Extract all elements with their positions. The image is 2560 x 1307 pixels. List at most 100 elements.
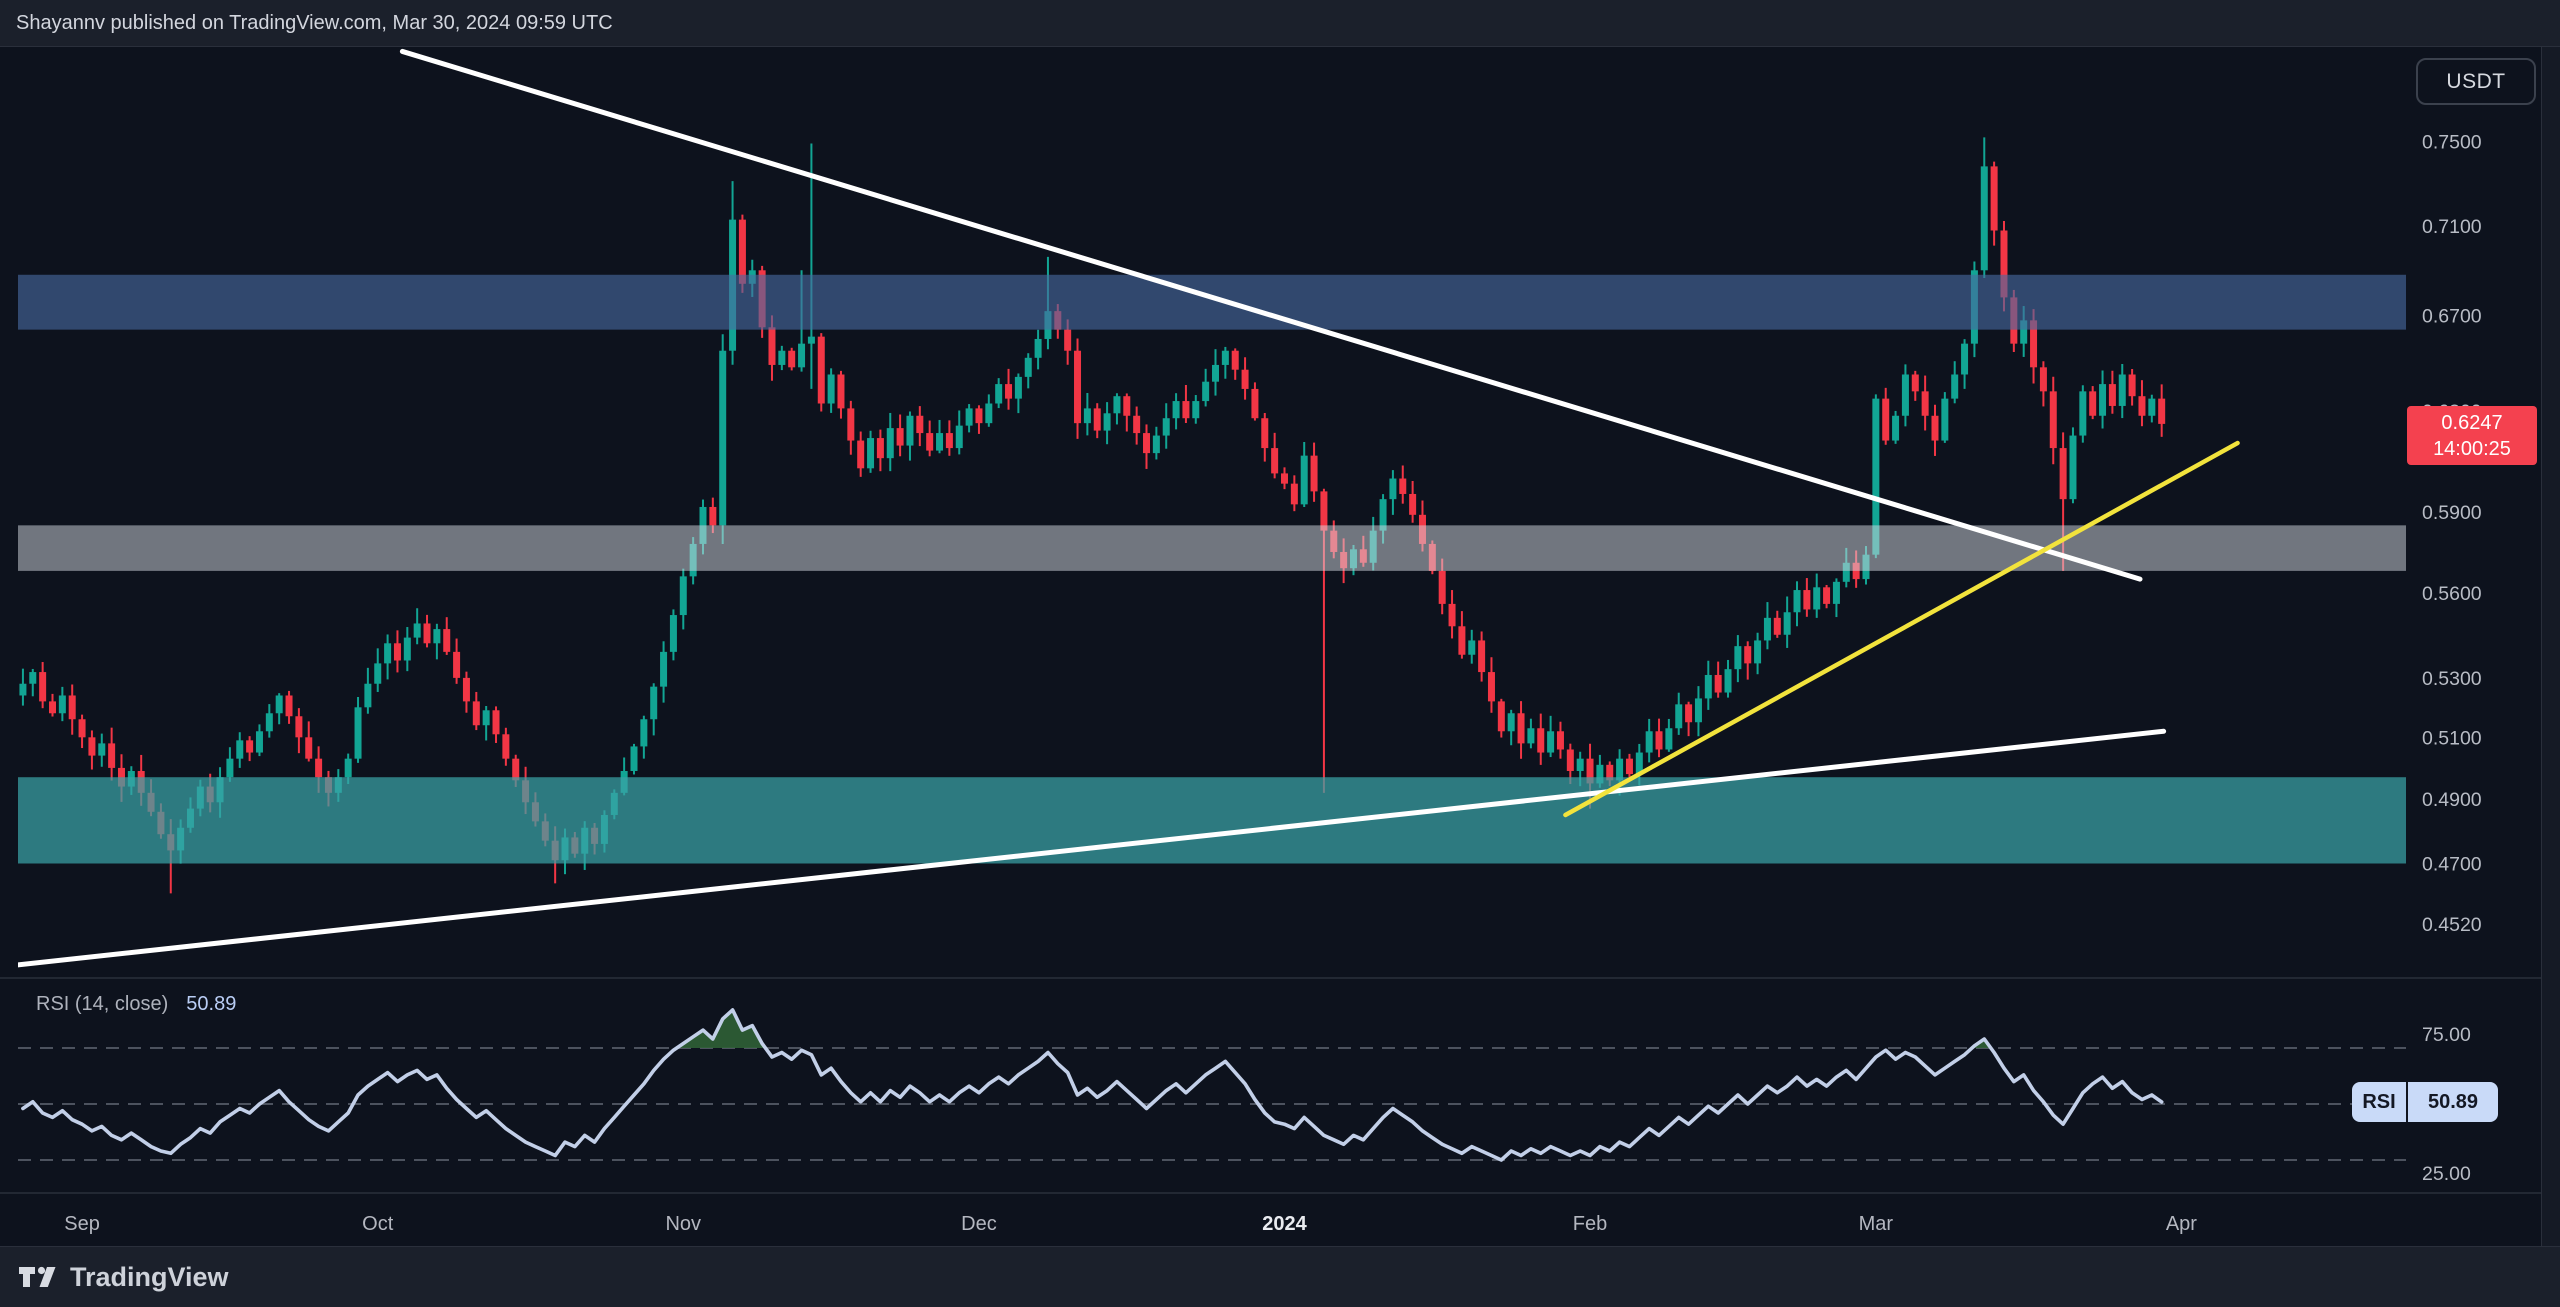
tradingview-logo-icon[interactable] <box>18 1265 58 1289</box>
time-axis-label[interactable]: Apr <box>2166 1213 2197 1235</box>
time-axis-label[interactable]: Dec <box>961 1213 997 1235</box>
footer: TradingView <box>0 1246 2560 1307</box>
candle-body <box>1606 764 1614 781</box>
candle-body <box>275 695 283 714</box>
candle-body <box>1911 374 1919 392</box>
candle-body <box>876 438 884 459</box>
candle-body <box>19 683 27 696</box>
candle-body <box>1438 570 1446 604</box>
header: Shayannv published on TradingView.com, M… <box>0 0 2560 47</box>
candle-body <box>975 408 983 424</box>
candle-body <box>98 743 106 756</box>
publish-info: Shayannv published on TradingView.com, M… <box>16 12 613 34</box>
brand-name[interactable]: TradingView <box>70 1261 229 1292</box>
time-axis-label[interactable]: Mar <box>1859 1213 1894 1235</box>
rsi-pane[interactable] <box>18 1008 2406 1162</box>
candle-body <box>1182 401 1190 419</box>
candle-body <box>1724 669 1732 693</box>
rsi-legend: RSI (14, close) 50.89 <box>36 993 236 1016</box>
bar-countdown-timer: 14:00:25 <box>2433 437 2511 460</box>
candle-body <box>2000 230 2008 298</box>
candle-body <box>1093 408 1101 431</box>
candle-body <box>285 695 293 717</box>
candle-body <box>1034 338 1042 358</box>
candle-body <box>1754 640 1762 664</box>
candle-body <box>945 433 953 449</box>
time-axis-label[interactable]: Sep <box>64 1213 100 1235</box>
candle-body <box>1478 640 1486 673</box>
candle-body <box>1024 357 1032 377</box>
candle-body <box>2158 398 2166 424</box>
candle-body <box>660 651 668 687</box>
time-axis-label[interactable]: Nov <box>665 1213 701 1235</box>
candle-body <box>955 425 963 449</box>
candle-body <box>1409 493 1417 515</box>
candle-body <box>1537 728 1545 753</box>
rsi-legend-title[interactable]: RSI (14, close) <box>36 993 169 1015</box>
rsi-legend-value: 50.89 <box>186 993 237 1015</box>
candle-body <box>482 710 490 726</box>
candle-body <box>807 336 815 344</box>
candle-body <box>1744 646 1752 664</box>
time-axis-label[interactable]: Oct <box>362 1213 394 1235</box>
candle-body <box>640 719 648 747</box>
candle-body <box>669 615 677 652</box>
right-margin-strip <box>2541 47 2560 1246</box>
candle-body <box>788 350 796 368</box>
price-tick-label: 0.5900 <box>2422 502 2482 524</box>
candle-body <box>1251 388 1259 419</box>
candle-body <box>1990 166 1998 231</box>
rsi-value-badge: RSI 50.89 <box>2352 1082 2498 1122</box>
candle-body <box>48 701 56 714</box>
candle-body <box>798 343 806 368</box>
candle-body <box>1547 731 1555 753</box>
candle-body <box>1014 376 1022 399</box>
candle-body <box>1310 455 1318 492</box>
price-pane[interactable] <box>13 48 2406 968</box>
candle-body <box>1162 418 1170 436</box>
candle-body <box>817 336 825 404</box>
candle-body <box>58 695 66 714</box>
candle-body <box>1458 626 1466 655</box>
candle-body <box>1655 731 1663 750</box>
candle-body <box>768 327 776 365</box>
candle-body <box>226 758 234 778</box>
candle-body <box>246 740 254 753</box>
candle-body <box>374 663 382 684</box>
candle-body <box>1763 617 1771 641</box>
price-tick-label: 0.7100 <box>2422 216 2482 238</box>
candle-body <box>1389 478 1397 500</box>
candle-body <box>433 629 441 644</box>
time-axis-label[interactable]: Feb <box>1573 1213 1607 1235</box>
candle-body <box>1576 758 1584 772</box>
candle-body <box>39 672 47 702</box>
currency-toggle-button[interactable]: USDT <box>2416 58 2536 105</box>
candle-body <box>936 433 944 451</box>
candle-body <box>1290 483 1298 505</box>
candle-body <box>1231 350 1239 370</box>
price-tick-label: 0.4700 <box>2422 854 2482 876</box>
candle-body <box>255 731 263 753</box>
candle-body <box>1793 590 1801 613</box>
candle-body <box>1487 672 1495 702</box>
candle-body <box>1813 587 1821 610</box>
candle-body <box>512 758 520 781</box>
candle-body <box>1241 369 1249 389</box>
candle-body <box>1123 396 1131 416</box>
candle-body <box>985 403 993 424</box>
candle-body <box>68 695 76 720</box>
candle-body <box>472 701 480 726</box>
time-axis-label[interactable]: 2024 <box>1262 1213 1307 1235</box>
candle-body <box>2108 384 2116 406</box>
last-price-badge: 0.6247 14:00:25 <box>2407 406 2537 465</box>
ascending-trendline <box>18 728 2167 968</box>
candle-body <box>1931 415 1939 441</box>
candle-body <box>1596 764 1604 784</box>
candle-body <box>2030 320 2038 368</box>
candle-body <box>393 643 401 661</box>
candle-body <box>108 743 116 768</box>
candle-body <box>916 415 924 434</box>
candle-body <box>1645 731 1653 753</box>
candle-body <box>679 576 687 616</box>
